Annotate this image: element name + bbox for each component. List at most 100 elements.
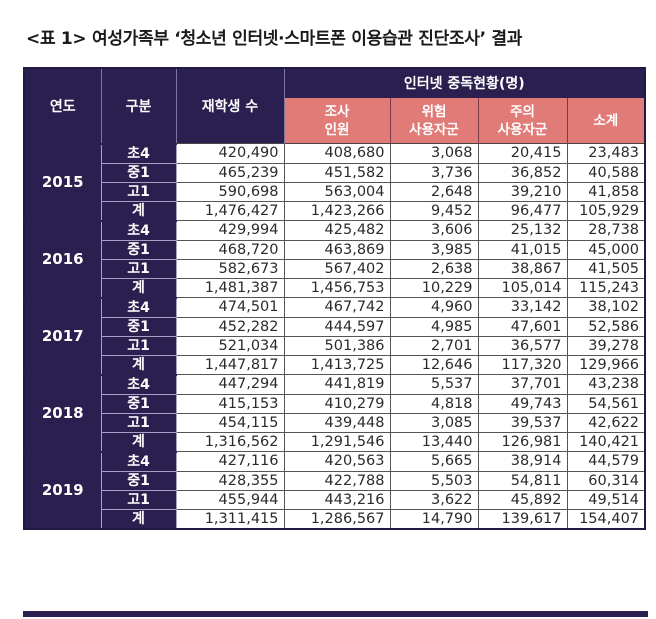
- risk-cell: 14,790: [389, 508, 479, 529]
- header-subtotal: 소계: [566, 97, 646, 144]
- surveyed-cell: 563,004: [283, 181, 391, 202]
- subtotal-cell: 43,238: [566, 374, 646, 395]
- caution-cell: 33,142: [477, 297, 568, 318]
- table-row: 2018 초4 447,294 441,819 5,537 37,701 43,238: [24, 373, 646, 452]
- caution-cell: 37,701: [477, 374, 568, 395]
- enrolled-cell: 420,490: [175, 143, 285, 164]
- header-division: 구분: [100, 68, 177, 144]
- enrolled-cell: 1,311,415: [175, 508, 285, 529]
- header-caution-line2: 사용자군: [497, 121, 548, 138]
- surveyed-cell: 1,286,567: [283, 508, 391, 529]
- subtotal-cell: 23,483: [566, 143, 646, 164]
- year-cell: 2019: [24, 450, 102, 529]
- division-cell: 중1: [101, 393, 177, 413]
- enrolled-cell: 468,720: [175, 239, 285, 260]
- caution-cell: 39,537: [477, 412, 568, 433]
- subtotal-cell: 54,561: [566, 393, 646, 414]
- surveyed-cell: 408,680: [283, 143, 391, 164]
- table-row: 2015 초4 420,490 408,680 3,068 20,415 23,483: [24, 142, 646, 221]
- division-cell: 고1: [101, 489, 177, 509]
- enrolled-cell: 474,501: [175, 297, 285, 318]
- enrolled-cell: 521,034: [175, 335, 285, 356]
- subtotal-cell: 105,929: [566, 200, 646, 221]
- header-risk-line1: 위험: [421, 103, 447, 120]
- risk-cell: 2,638: [389, 258, 479, 279]
- table-row: 중1 428,355 422,788 5,503 54,811 60,314: [24, 470, 646, 491]
- division-cell: 초4: [101, 296, 177, 317]
- division-cell: 고1: [101, 181, 177, 201]
- enrolled-cell: 1,316,562: [175, 431, 285, 452]
- risk-cell: 13,440: [389, 431, 479, 452]
- subtotal-cell: 45,000: [566, 239, 646, 260]
- enrolled-cell: 1,476,427: [175, 200, 285, 221]
- subtotal-cell: 154,407: [566, 508, 646, 529]
- subtotal-cell: 28,738: [566, 220, 646, 241]
- caution-cell: 96,477: [477, 200, 568, 221]
- division-cell: 초4: [101, 373, 177, 394]
- subtotal-cell: 129,966: [566, 354, 646, 375]
- enrolled-cell: 454,115: [175, 412, 285, 433]
- surveyed-cell: 439,448: [283, 412, 391, 433]
- division-cell: 고1: [101, 335, 177, 355]
- surveyed-cell: 1,456,753: [283, 277, 391, 298]
- table-row: 계 1,447,817 1,413,725 12,646 117,320 129,966: [24, 354, 646, 375]
- subtotal-cell: 49,514: [566, 489, 646, 510]
- subtotal-cell: 41,505: [566, 258, 646, 279]
- year-cell: 2015: [24, 142, 102, 221]
- table-row: 중1 415,153 410,279 4,818 49,743 54,561: [24, 393, 646, 414]
- caution-cell: 38,867: [477, 258, 568, 279]
- surveyed-cell: 441,819: [283, 374, 391, 395]
- division-cell: 계: [101, 200, 177, 221]
- surveyed-cell: 1,291,546: [283, 431, 391, 452]
- header-caution-line1: 주의: [510, 103, 535, 120]
- table-row: 고1 521,034 501,386 2,701 36,577 39,278: [24, 335, 646, 356]
- division-cell: 중1: [101, 316, 177, 336]
- caution-cell: 117,320: [477, 354, 568, 375]
- enrolled-cell: 1,447,817: [175, 354, 285, 375]
- surveyed-cell: 463,869: [283, 239, 391, 260]
- risk-cell: 3,606: [389, 220, 479, 241]
- surveyed-cell: 567,402: [283, 258, 391, 279]
- caution-cell: 39,210: [477, 181, 568, 202]
- enrolled-cell: 447,294: [175, 374, 285, 395]
- surveyed-cell: 422,788: [283, 470, 391, 491]
- division-cell: 계: [101, 354, 177, 375]
- subtotal-cell: 140,421: [566, 431, 646, 452]
- table-bottom-border: [23, 611, 648, 617]
- table-row: 계 1,481,387 1,456,753 10,229 105,014 115,243: [24, 277, 646, 298]
- risk-cell: 5,537: [389, 374, 479, 395]
- caution-cell: 36,577: [477, 335, 568, 356]
- risk-cell: 2,648: [389, 181, 479, 202]
- table-row: 고1 590,698 563,004 2,648 39,210 41,858: [24, 181, 646, 202]
- table-header: 연도 구분 재학생 수 인터넷 중독현황(명) 조사 인원 위험 사용자군 주의…: [23, 68, 646, 144]
- table-row: 고1 582,673 567,402 2,638 38,867 41,505: [24, 258, 646, 279]
- header-surveyed-line1: 조사: [324, 103, 350, 120]
- enrolled-cell: 429,994: [175, 220, 285, 241]
- caution-cell: 139,617: [477, 508, 568, 529]
- risk-cell: 5,503: [389, 470, 479, 491]
- caution-cell: 45,892: [477, 489, 568, 510]
- caution-cell: 36,852: [477, 162, 568, 183]
- table-body: 2015 초4 420,490 408,680 3,068 20,415 23,483 중1 4…: [24, 142, 646, 529]
- header-addiction-status: 인터넷 중독현황(명): [283, 68, 646, 98]
- subtotal-cell: 60,314: [566, 470, 646, 491]
- surveyed-cell: 420,563: [283, 451, 391, 472]
- year-cell: 2018: [24, 373, 102, 452]
- enrolled-cell: 1,481,387: [175, 277, 285, 298]
- surveyed-cell: 1,413,725: [283, 354, 391, 375]
- caution-cell: 105,014: [477, 277, 568, 298]
- table-row: 중1 468,720 463,869 3,985 41,015 45,000: [24, 239, 646, 260]
- table-row: 계 1,311,415 1,286,567 14,790 139,617 154,407: [24, 508, 646, 529]
- risk-cell: 3,622: [389, 489, 479, 510]
- risk-cell: 12,646: [389, 354, 479, 375]
- surveyed-cell: 501,386: [283, 335, 391, 356]
- subtotal-cell: 44,579: [566, 451, 646, 472]
- caution-cell: 47,601: [477, 316, 568, 337]
- subtotal-cell: 39,278: [566, 335, 646, 356]
- caution-cell: 38,914: [477, 451, 568, 472]
- division-cell: 중1: [101, 162, 177, 182]
- division-cell: 계: [101, 431, 177, 452]
- caution-cell: 49,743: [477, 393, 568, 414]
- table-row: 중1 452,282 444,597 4,985 47,601 52,586: [24, 316, 646, 337]
- header-surveyed-line2: 인원: [324, 121, 350, 138]
